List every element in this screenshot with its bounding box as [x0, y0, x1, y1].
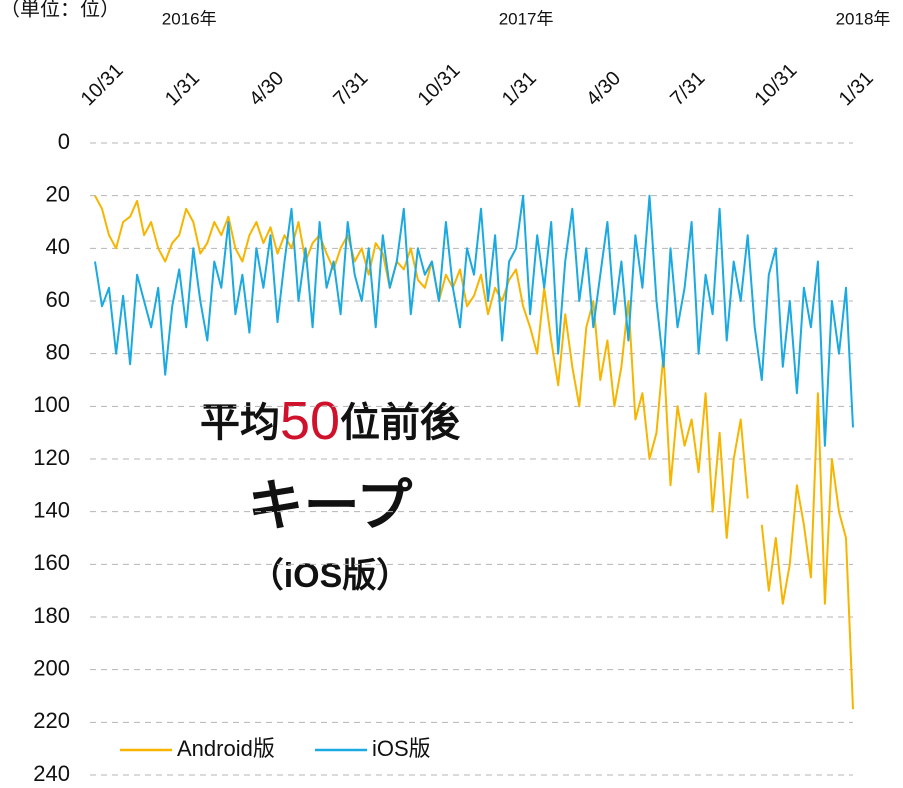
annotation-part: 50 [280, 391, 340, 451]
y-tick-label: 100 [33, 392, 70, 417]
y-tick-label: 180 [33, 603, 70, 628]
series-line [94, 195, 854, 710]
annotation: 平均50位前後 [200, 391, 461, 451]
y-tick-label: 0 [58, 129, 70, 154]
annotation: （iOS版） [250, 556, 411, 595]
y-tick-label: 160 [33, 550, 70, 575]
annotation-part: 平均 [200, 401, 280, 445]
y-tick-label: 40 [46, 234, 70, 259]
x-tick-label: 7/31 [666, 67, 709, 110]
annotation-part: 位前後 [340, 401, 461, 445]
y-tick-label: 200 [33, 655, 70, 680]
y-tick-label: 80 [46, 339, 70, 364]
x-tick-label: 1/31 [498, 67, 541, 110]
x-tick-label: 10/31 [414, 59, 465, 110]
y-tick-label: 20 [46, 181, 70, 206]
y-tick-label: 60 [46, 287, 70, 312]
y-tick-label: 120 [33, 445, 70, 470]
x-tick-label: 4/30 [582, 67, 625, 110]
x-tick-label: 10/31 [750, 59, 801, 110]
annotation: キープ [248, 474, 413, 537]
x-tick-label: 1/31 [161, 67, 204, 110]
y-tick-label: 220 [33, 708, 70, 733]
series-line [94, 194, 854, 447]
year-label: 2018年 [836, 9, 891, 28]
y-tick-label: 240 [33, 761, 70, 786]
unit-label: （単位：位） [0, 0, 120, 20]
year-label: 2016年 [162, 9, 217, 28]
x-tick-label: 10/31 [77, 59, 128, 110]
x-tick-label: 4/30 [245, 67, 288, 110]
legend-label: Android版 [177, 736, 275, 761]
y-tick-label: 140 [33, 497, 70, 522]
year-label: 2017年 [499, 9, 554, 28]
x-tick-label: 7/31 [329, 67, 372, 110]
legend-label: iOS版 [372, 736, 431, 761]
x-tick-label: 1/31 [835, 67, 878, 110]
